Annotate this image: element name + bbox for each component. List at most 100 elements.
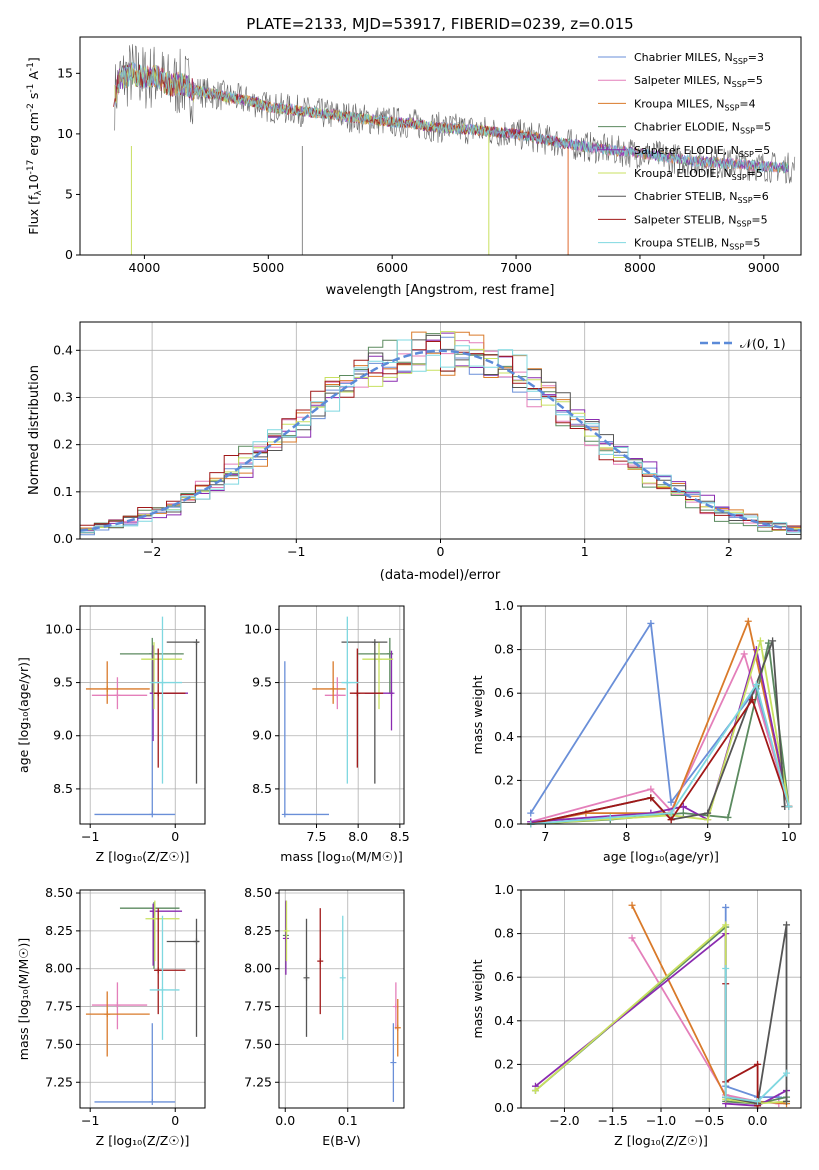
mw-age-marker-1 <box>647 619 655 627</box>
mass-z-xtick-label: 0 <box>171 1113 179 1128</box>
mw-age-ytick-label: 0.2 <box>494 772 514 787</box>
mw-age-marker-8 <box>647 794 655 802</box>
mw-z-marker-9 <box>722 964 730 972</box>
mass-z-ytick-label: 7.50 <box>45 1036 73 1051</box>
mass-z-ytick-label: 8.50 <box>45 885 73 900</box>
residual-ticks: −2 −1 0 1 2 0.0 0.1 0.2 0.3 0.4 <box>53 342 733 559</box>
age-z-data <box>85 616 200 818</box>
legend-label-5: Salpeter ELODIE, NSSP=5 <box>634 144 770 159</box>
mw-z-marker-3 <box>628 901 636 909</box>
mass-z-point-6 <box>151 915 158 922</box>
age-z-xtick-label: −1 <box>81 829 99 844</box>
mass-ebv-axes-frame <box>278 889 405 1109</box>
mass-z-point-1 <box>149 1098 156 1105</box>
mw-z-ytick-label: 0.2 <box>494 1056 514 1071</box>
mass-z-data <box>85 900 200 1105</box>
mass-weight-vs-metallicity-panel: −2.0 −1.5 −1.0 −0.5 0.0 0.0 0.2 0.4 0.6 0.8 1.0 Z [… <box>470 882 802 1148</box>
age-mass-point-1 <box>281 811 288 818</box>
legend-label-9: Kroupa STELIB, NSSP=5 <box>634 237 760 252</box>
mass-ebv-ytick-label: 8.00 <box>244 961 272 976</box>
mw-z-ytick-label: 0.8 <box>494 926 514 941</box>
mw-z-marker-9 <box>722 1093 730 1101</box>
spectrum-ytick-label: 0 <box>65 247 73 262</box>
legend-label-4: Chabrier ELODIE, NSSP=5 <box>634 121 771 136</box>
spectrum-ylabel: Flux [fλ10-17 erg cm-2 s-1 A-1] <box>26 57 44 235</box>
spectrum-xtick-label: 5000 <box>252 260 284 275</box>
mw-age-marker-6 <box>704 816 712 824</box>
age-z-ticks: −1 0 8.5 9.0 9.5 10.0 <box>45 621 179 844</box>
mass-ebv-xlabel: E(B-V) <box>322 1133 361 1148</box>
spectrum-lines <box>113 44 796 255</box>
mass-z-ylabel: mass [log₁₀(M/M☉)] <box>16 938 31 1060</box>
mass-ebv-ticks: 0.0 0.1 7.25 7.50 7.75 8.00 8.25 8.50 <box>244 885 358 1128</box>
mw-z-ytick-label: 0.6 <box>494 969 514 984</box>
mw-age-marker-2 <box>647 785 655 793</box>
residual-xtick-label: −2 <box>143 544 161 559</box>
age-z-point-6 <box>150 656 157 663</box>
age-mass-axes-frame <box>278 605 405 825</box>
mw-z-grid <box>521 889 801 1109</box>
mw-age-line-8 <box>530 697 790 825</box>
spectrum-xlabel: wavelength [Angstrom, rest frame] <box>326 283 555 298</box>
residual-ytick-label: 0.1 <box>53 484 73 499</box>
spectrum-ticks: 4000 5000 6000 7000 8000 9000 0 5 10 15 <box>57 65 780 275</box>
mw-age-line-6 <box>530 640 790 825</box>
mw-age-marker-9 <box>785 803 793 811</box>
mw-age-marker-9 <box>752 680 760 688</box>
mw-z-xlabel: Z [log₁₀(Z/Z☉)] <box>614 1133 708 1148</box>
normal-legend-label: 𝒩(0, 1) <box>740 336 786 351</box>
age-mass-point-6 <box>376 656 382 663</box>
mw-age-xtick-label: 8 <box>623 829 631 844</box>
mw-z-ytick-label: 0.4 <box>494 1013 514 1028</box>
mass-z-xlabel: Z [log₁₀(Z/Z☉)] <box>96 1133 190 1148</box>
mw-z-xtick-label: 0.0 <box>748 1113 768 1128</box>
mw-age-marker-8 <box>667 816 675 824</box>
age-z-ytick-label: 10.0 <box>45 621 73 636</box>
age-vs-mass-panel: 7.5 8.0 8.5 8.5 9.0 9.5 10.0 mass [log₁₀(M/M☉)] <box>244 605 410 864</box>
age-mass-ytick-label: 8.5 <box>252 781 272 796</box>
age-z-point-8 <box>155 690 162 697</box>
mw-age-marker-6 <box>756 637 764 645</box>
mw-z-line-9 <box>724 968 788 1103</box>
mw-z-xtick-label: −2.0 <box>549 1113 579 1128</box>
mw-z-marker-6 <box>531 1087 539 1095</box>
residual-ytick-label: 0.3 <box>53 389 73 404</box>
mass-vs-ebv-panel: 0.0 0.1 7.25 7.50 7.75 8.00 8.25 8.50 E(B-V) <box>244 885 405 1148</box>
age-z-ylabel: age [log₁₀(age/yr)] <box>16 657 31 773</box>
age-z-point-1 <box>149 811 156 818</box>
mw-z-xtick-label: −1.5 <box>598 1113 628 1128</box>
mw-age-line-1 <box>529 620 790 814</box>
mass-z-point-4 <box>150 905 157 912</box>
mw-z-ylabel: mass weight <box>470 959 485 1038</box>
mass-z-axes-frame <box>79 889 206 1109</box>
mw-z-ticks: −2.0 −1.5 −1.0 −0.5 0.0 0.0 0.2 0.4 0.6 0.8 1.0 <box>494 882 767 1128</box>
mw-z-marker-6 <box>722 921 730 929</box>
mass-z-ytick-label: 7.75 <box>45 999 73 1014</box>
mw-z-marker-9 <box>783 1069 791 1077</box>
mw-z-marker-9 <box>754 1097 762 1105</box>
mw-age-ylabel: mass weight <box>470 675 485 754</box>
mw-age-ticks: 7 8 9 10 0.0 0.2 0.4 0.6 0.8 1.0 <box>494 598 797 844</box>
mass-z-grid <box>80 890 205 1108</box>
residual-ylabel: Normed distribution <box>27 365 42 495</box>
mass-ebv-ytick-label: 8.25 <box>244 923 272 938</box>
age-z-ytick-label: 8.5 <box>53 781 73 796</box>
age-mass-point-7 <box>371 639 378 646</box>
age-z-xlabel: Z [log₁₀(Z/Z☉)] <box>96 849 190 864</box>
residual-ytick-label: 0.2 <box>53 437 73 452</box>
mass-z-ytick-label: 7.25 <box>45 1074 73 1089</box>
mass-z-point-2 <box>114 1002 121 1009</box>
spectrum-panel: 4000 5000 6000 7000 8000 9000 0 5 10 15 wavelengt… <box>26 36 802 298</box>
residual-axes-frame <box>79 321 802 540</box>
age-mass-ytick-label: 10.0 <box>244 621 272 636</box>
spectrum-xtick-label: 8000 <box>624 260 656 275</box>
age-mass-ytick-label: 9.0 <box>252 728 272 743</box>
age-mass-data <box>281 616 395 818</box>
age-z-ytick-label: 9.5 <box>53 675 73 690</box>
mw-z-line-1 <box>724 907 779 1098</box>
mw-age-xtick-label: 10 <box>781 829 797 844</box>
mass-ebv-ytick-label: 7.50 <box>244 1036 272 1051</box>
age-z-point-7 <box>193 639 200 646</box>
legend-label-1: Chabrier MILES, NSSP=3 <box>634 51 764 66</box>
